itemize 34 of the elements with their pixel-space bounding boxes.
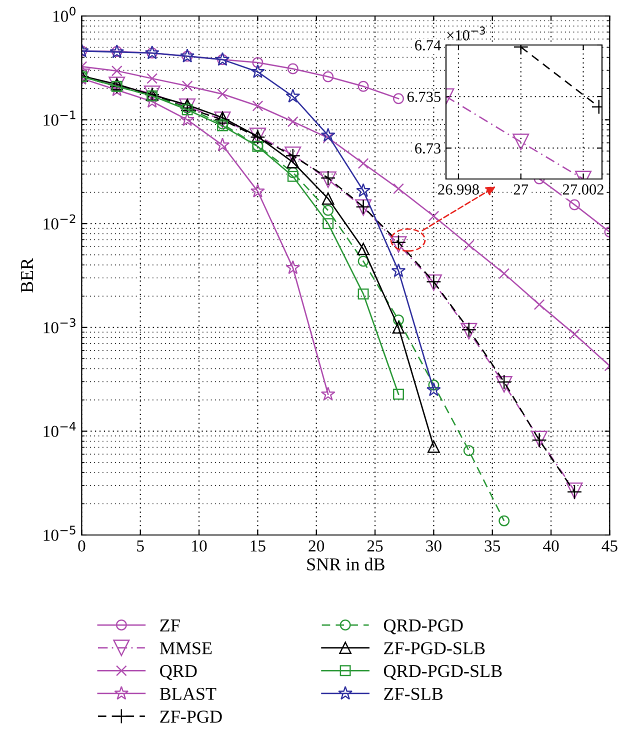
legend-label: ZF — [160, 620, 180, 632]
y-tick-label: 6.73 — [415, 143, 441, 154]
y-tick-label: 6.74 — [415, 40, 441, 51]
x-tick-label: 27 — [514, 184, 528, 194]
x-tick-label: 20 — [308, 540, 324, 552]
x-tick-label: 0 — [78, 540, 86, 552]
x-tick-label: 26.998 — [438, 184, 479, 195]
x-tick-label: 25 — [367, 540, 383, 552]
x-tick-label: 15 — [250, 540, 266, 552]
y-tick-label: 6.735 — [407, 92, 441, 102]
x-tick-label: 35 — [484, 540, 500, 552]
y-tick-label: 10$^{−1}$ — [44, 110, 76, 126]
annotation: ×10$^{−3}$ — [447, 26, 485, 40]
legend-label: ZF-PGD-SLB — [384, 642, 485, 654]
legend-label: ZF-SLB — [384, 688, 443, 700]
y-tick-label: 10$^{−2}$ — [44, 214, 76, 230]
legend-label: QRD-PGD — [384, 619, 463, 634]
x-tick-label: 10 — [192, 540, 207, 552]
y-tick-label: 10$^{−3}$ — [44, 318, 76, 334]
x-tick-label: 5 — [137, 540, 144, 552]
legend-label: QRD-PGD-SLB — [384, 665, 502, 680]
y-tick-label: 10$^{−4}$ — [44, 422, 76, 438]
legend-label: ZF-PGD — [160, 710, 222, 723]
legend-label: QRD — [160, 665, 197, 680]
x-tick-label: 40 — [543, 540, 559, 552]
x-axis-title: SNR in dB — [307, 558, 384, 570]
y-tick-label: 10$^{0}$ — [53, 6, 76, 22]
x-tick-label: 27.002 — [562, 184, 604, 195]
x-tick-label: 45 — [602, 540, 618, 552]
x-tick-label: 30 — [426, 540, 442, 552]
y-tick-label: 10$^{−5}$ — [44, 526, 76, 541]
legend-label: BLAST — [160, 688, 216, 700]
legend-label: MMSE — [160, 642, 212, 654]
y-axis-title: BER — [21, 258, 33, 293]
